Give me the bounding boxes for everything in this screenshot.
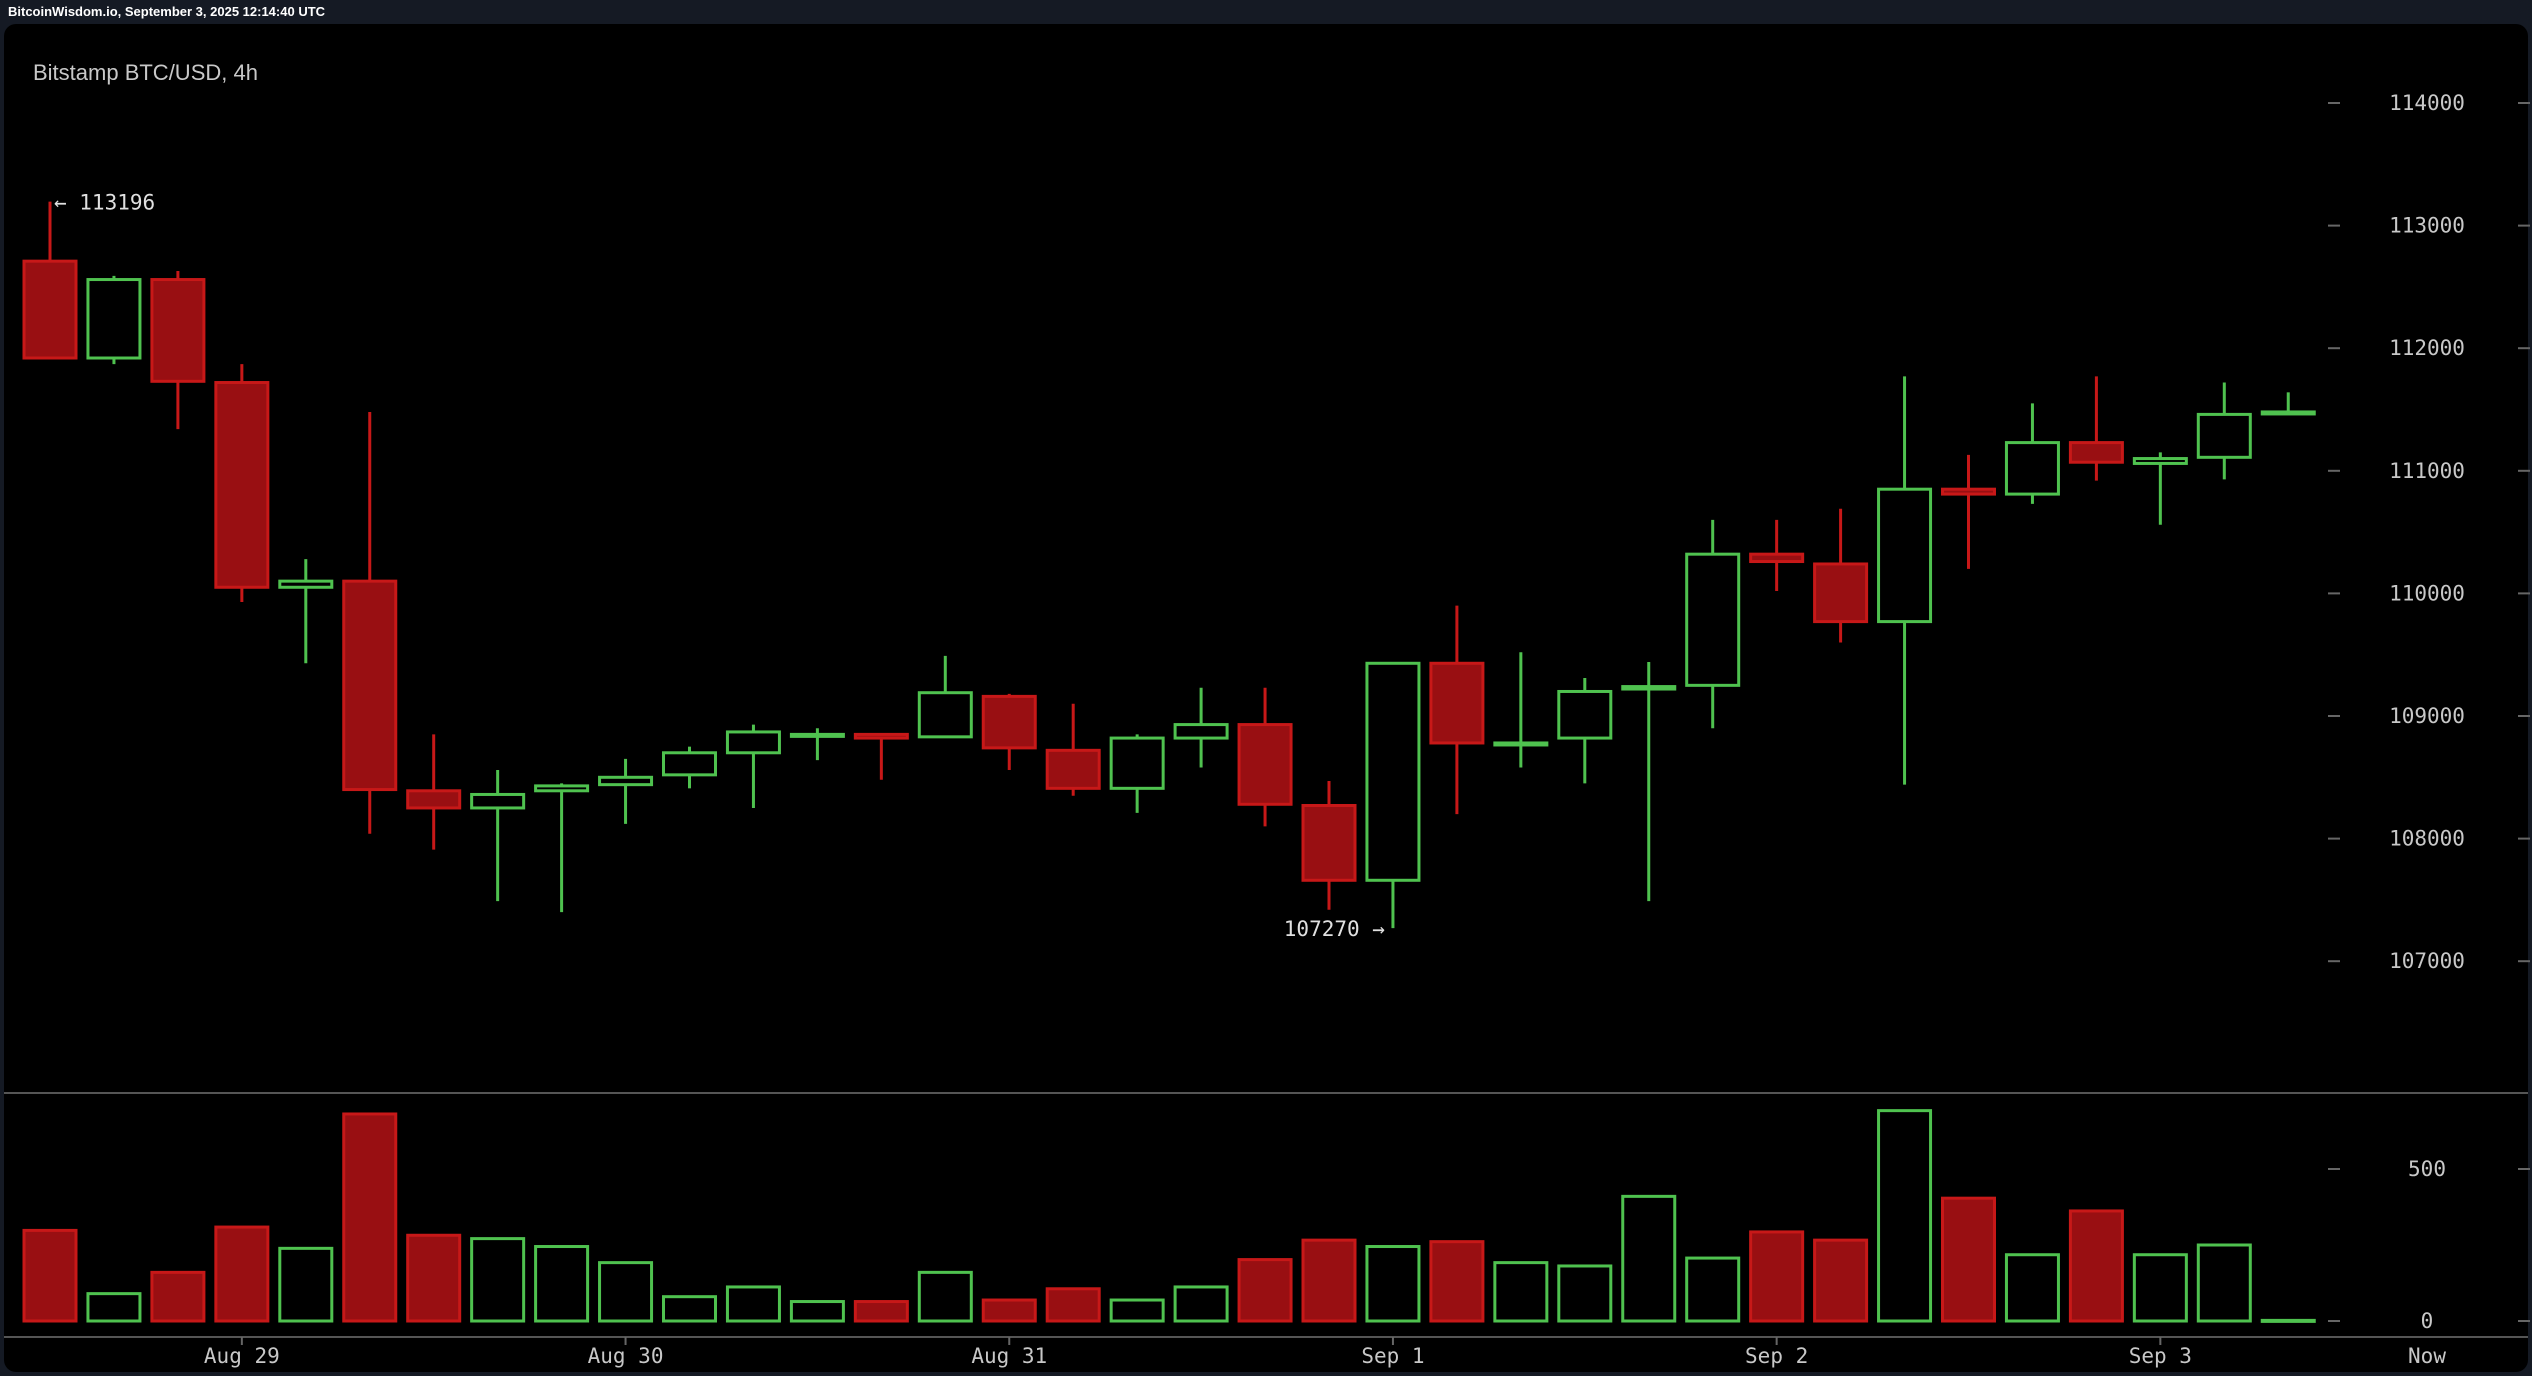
volume-bar (1237, 1258, 1293, 1323)
candle-down (214, 381, 270, 589)
top-bar: BitcoinWisdom.io, September 3, 2025 12:1… (0, 0, 2532, 24)
volume-bar (1109, 1298, 1165, 1323)
candle-down (1749, 552, 1805, 564)
price-tick-label: 109000 (2389, 704, 2465, 728)
price-tick-label: 112000 (2389, 336, 2465, 360)
source-timestamp: BitcoinWisdom.io, September 3, 2025 12:1… (8, 4, 326, 19)
volume-bar (1685, 1256, 1741, 1323)
time-tick-label: Sep 1 (1361, 1344, 1424, 1368)
candle-up (789, 732, 845, 738)
high-annotation: ← 113196 (54, 191, 155, 215)
candle-up (1877, 487, 1933, 624)
volume-bar (470, 1237, 526, 1323)
candle-up (470, 792, 526, 810)
volume-bar (917, 1270, 973, 1323)
price-tick-label: 114000 (2389, 91, 2465, 115)
volume-bar (2260, 1318, 2316, 1323)
candle-up (2196, 412, 2252, 459)
volume-bar (789, 1300, 845, 1323)
candle-up (725, 730, 781, 755)
volume-bar (86, 1292, 142, 1323)
volume-bar (598, 1261, 654, 1323)
candle-down (2068, 441, 2124, 464)
volume-bar (853, 1300, 909, 1323)
candle-down (342, 579, 398, 792)
candle-up (598, 775, 654, 787)
candle-down (1301, 803, 1357, 882)
candle-down (853, 732, 909, 740)
price-tick-label: 110000 (2389, 581, 2465, 605)
candle-up (2004, 441, 2060, 496)
price-tick-label: 111000 (2389, 459, 2465, 483)
volume-bar (981, 1298, 1037, 1323)
candle-down (1429, 661, 1485, 745)
volume-bar (1557, 1264, 1613, 1323)
candle-down (1045, 748, 1101, 790)
volume-bar (1045, 1287, 1101, 1323)
candle-down (1941, 487, 1996, 496)
candle-down (150, 278, 206, 383)
candle-up (662, 751, 717, 777)
volume-bar (406, 1233, 462, 1323)
volume-bar (1877, 1109, 1933, 1323)
volume-bar (150, 1270, 206, 1323)
candle-up (1365, 661, 1421, 882)
candle-up (534, 784, 590, 793)
time-tick-label: Sep 2 (1745, 1344, 1808, 1368)
volume-bar (2196, 1243, 2252, 1323)
candle-up (1173, 723, 1229, 740)
chart-title: Bitstamp BTC/USD, 4h (33, 60, 258, 85)
volume-bar (278, 1246, 334, 1323)
volume-bar (662, 1295, 717, 1323)
volume-tick-label: 500 (2408, 1157, 2446, 1181)
candle-up (1685, 552, 1741, 687)
candle-up (1621, 685, 1677, 691)
candle-up (86, 278, 142, 360)
candle-up (917, 691, 973, 739)
candle-up (2132, 457, 2188, 465)
candle-up (1557, 689, 1613, 740)
candle-up (2260, 410, 2316, 416)
volume-bar (2004, 1253, 2060, 1323)
price-tick-label: 107000 (2389, 949, 2465, 973)
candle-down (406, 789, 462, 810)
time-tick-label: Sep 3 (2129, 1344, 2192, 1368)
time-tick-label: Aug 29 (204, 1344, 280, 1368)
price-tick-label: 113000 (2389, 214, 2465, 238)
volume-tick-label: 0 (2421, 1309, 2434, 1333)
volume-bar (1621, 1194, 1677, 1323)
volume-bar (1941, 1196, 1996, 1323)
candle-down (981, 694, 1037, 750)
time-tick-label: Aug 30 (588, 1344, 664, 1368)
volume-bar (2132, 1253, 2188, 1323)
price-tick-label: 108000 (2389, 827, 2465, 851)
candle-up (1109, 736, 1165, 790)
volume-bar (1749, 1230, 1805, 1323)
volume-bar (1813, 1238, 1869, 1323)
candle-up (1493, 741, 1549, 747)
low-annotation: 107270 → (1284, 917, 1385, 941)
volume-bar (214, 1225, 270, 1323)
volume-bar (1493, 1261, 1549, 1323)
volume-bar (1301, 1238, 1357, 1323)
volume-bar (1173, 1285, 1229, 1323)
volume-bar (1365, 1245, 1421, 1323)
volume-bar (1429, 1240, 1485, 1323)
time-tick-label: Aug 31 (971, 1344, 1047, 1368)
now-label: Now (2408, 1344, 2446, 1368)
candle-down (1237, 723, 1293, 806)
volume-bar (2068, 1209, 2124, 1323)
volume-bar (342, 1112, 398, 1323)
candle-up (278, 579, 334, 589)
volume-bar (725, 1285, 781, 1323)
volume-bar (534, 1245, 590, 1323)
candle-down (22, 259, 78, 360)
candle-down (1813, 562, 1869, 624)
volume-bar (22, 1228, 78, 1323)
